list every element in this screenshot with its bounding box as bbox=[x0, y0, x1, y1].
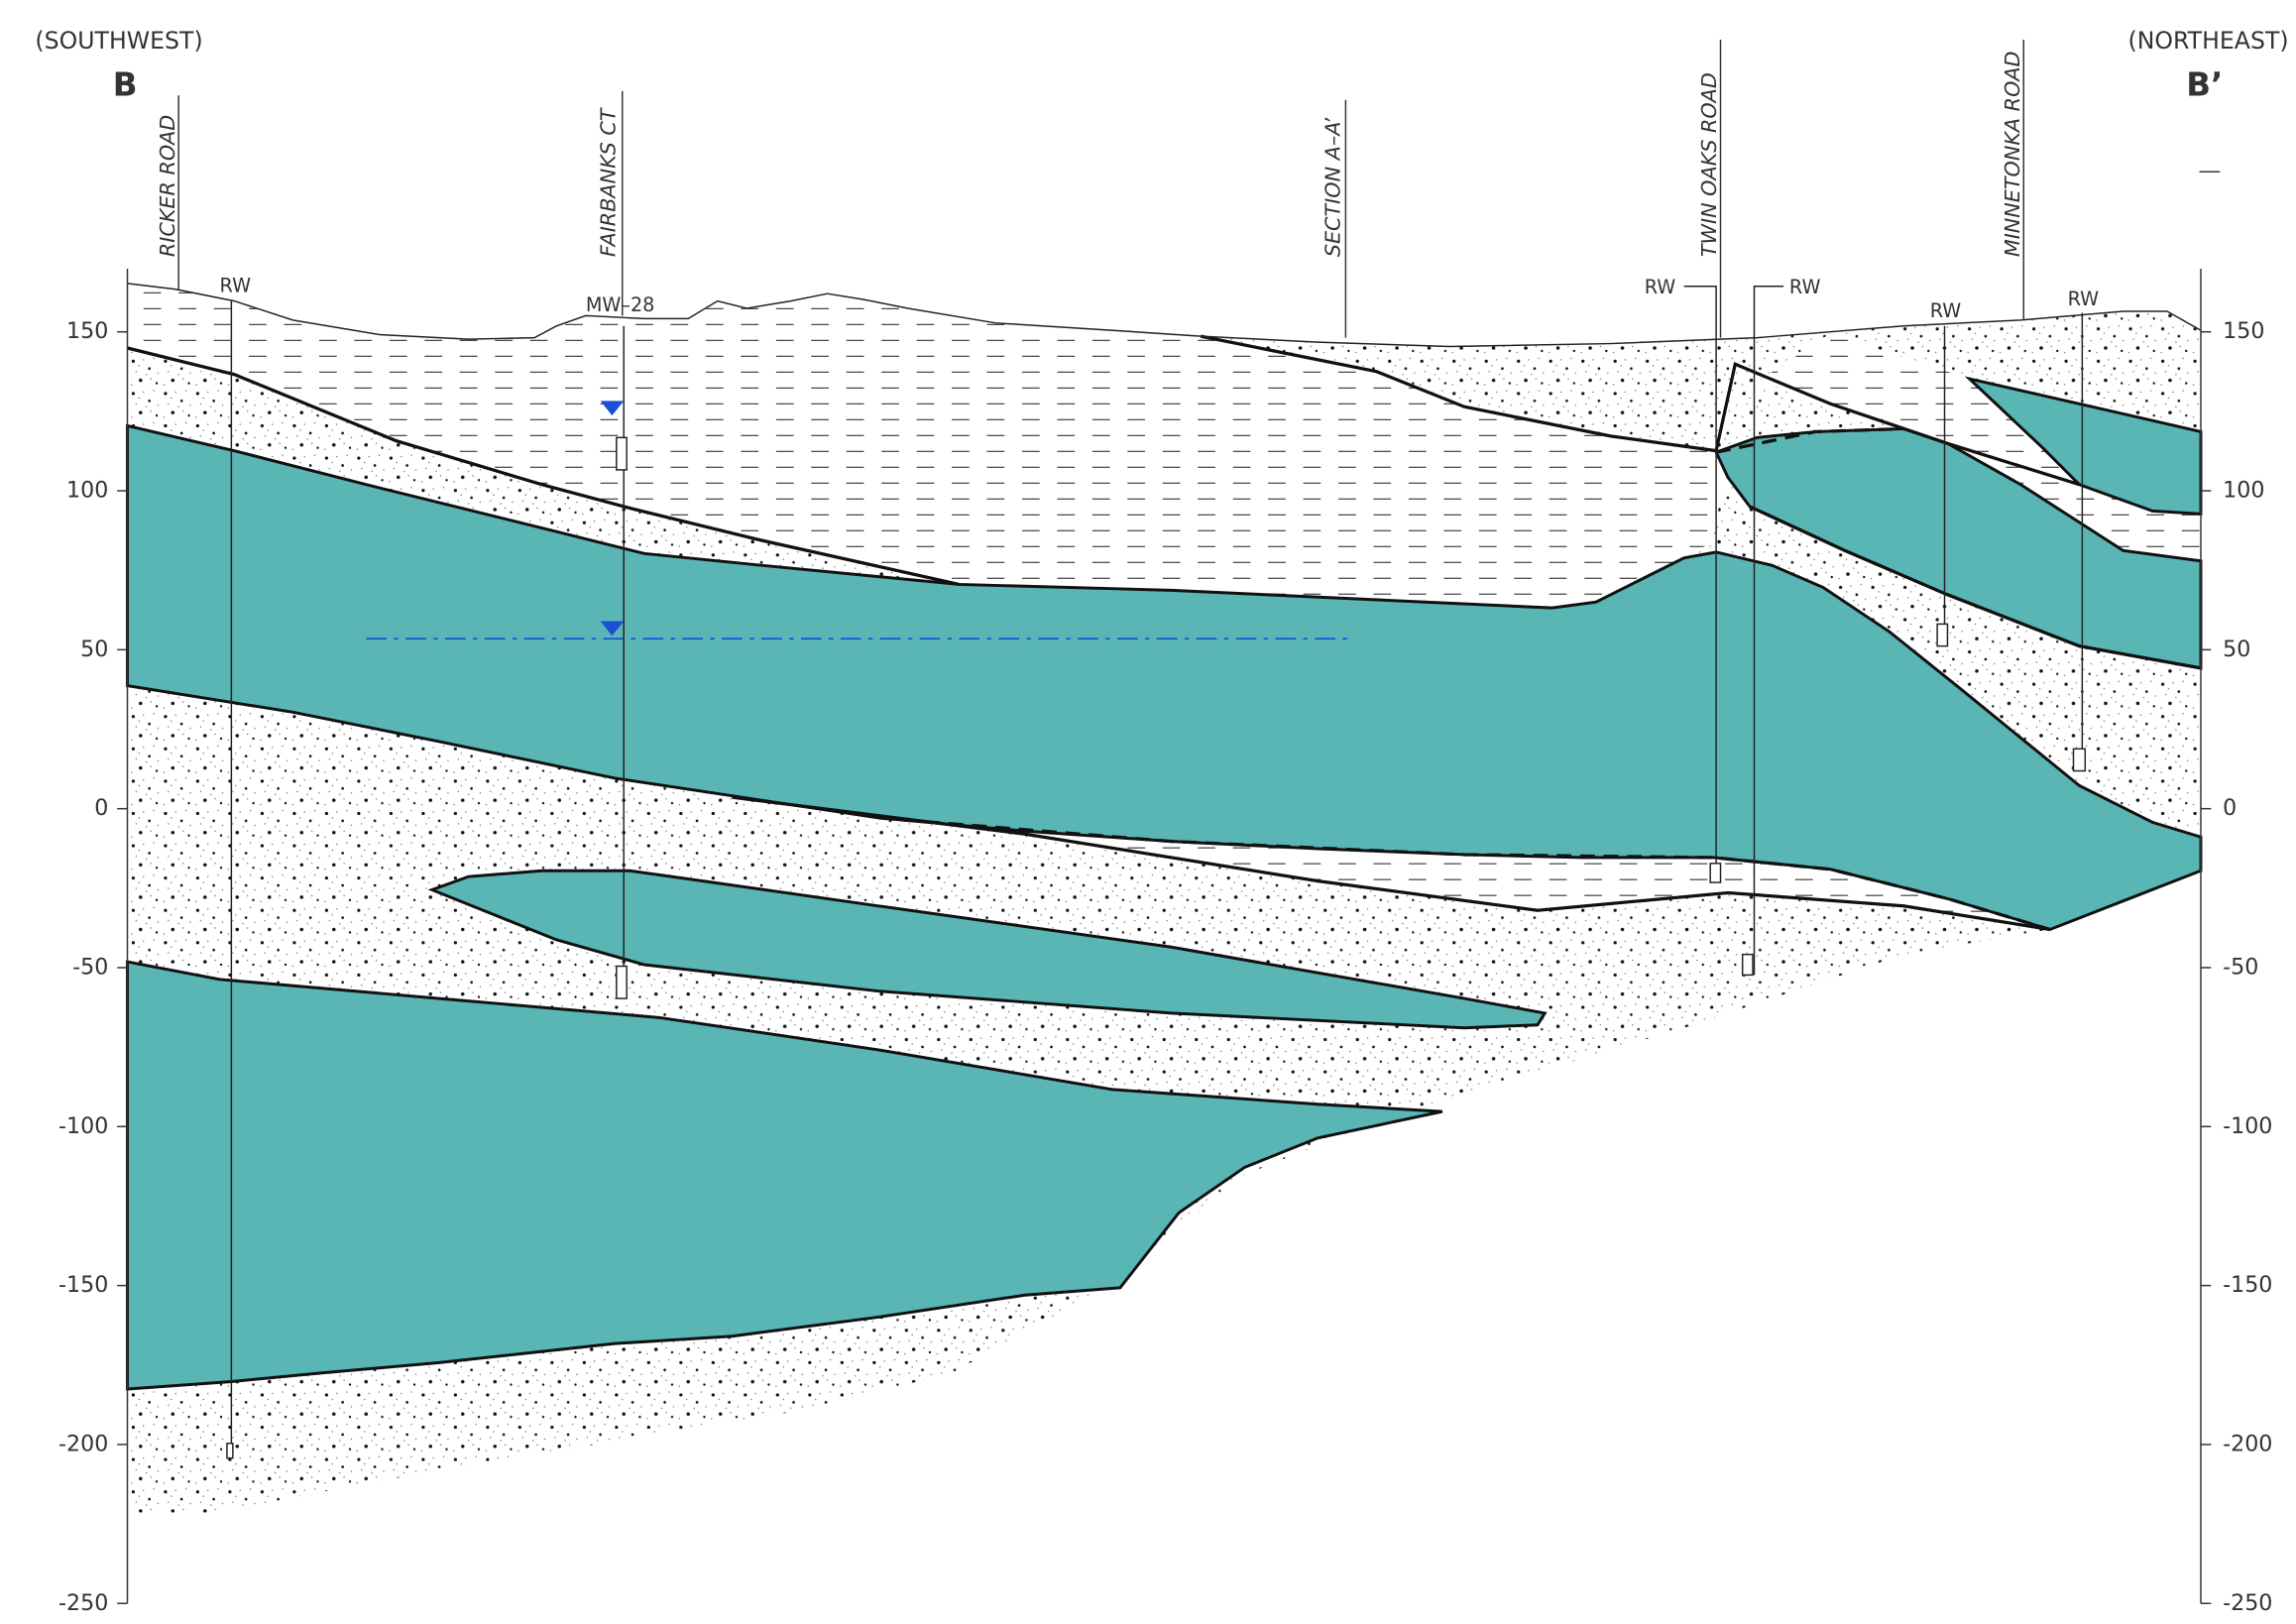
direction-label: (SOUTHWEST) bbox=[35, 27, 202, 55]
wells bbox=[226, 286, 2087, 1459]
tick-label: -50 bbox=[2223, 954, 2258, 980]
tick-label: -50 bbox=[72, 954, 108, 980]
road-label: SECTION A–A’ bbox=[1321, 117, 1345, 257]
tick-label: 0 bbox=[2223, 795, 2237, 821]
clay-layer bbox=[1757, 333, 2201, 561]
road-label: RICKER ROAD bbox=[156, 115, 179, 257]
clay-layer bbox=[127, 283, 1728, 609]
well-label: RW bbox=[220, 275, 252, 297]
tick-label: -100 bbox=[2223, 1113, 2272, 1139]
road-label: FAIRBANKS CT bbox=[596, 107, 620, 257]
road-label: TWIN OAKS ROAD bbox=[1697, 72, 1721, 257]
contact bbox=[127, 346, 960, 587]
clay-lens bbox=[732, 797, 2050, 930]
well-label: MW–28 bbox=[586, 293, 655, 316]
tick-label: -150 bbox=[58, 1272, 108, 1298]
tick-label: -200 bbox=[58, 1431, 108, 1456]
tick-label: 0 bbox=[94, 795, 108, 821]
contact bbox=[732, 795, 2051, 932]
tick-label: -250 bbox=[58, 1590, 108, 1616]
ground-surface bbox=[127, 283, 2202, 348]
road-label: MINNETONKA ROAD bbox=[2001, 51, 2024, 257]
tick-label: -250 bbox=[2223, 1590, 2272, 1616]
well-label: RW bbox=[1645, 276, 1676, 298]
water-level-symbol bbox=[600, 621, 625, 637]
inferred-contact bbox=[1715, 426, 1904, 454]
tick-label: 50 bbox=[80, 637, 108, 662]
direction-label: (NORTHEAST) bbox=[2128, 27, 2289, 55]
tick-label: -200 bbox=[2223, 1431, 2272, 1456]
aquifer bbox=[126, 960, 1443, 1391]
section-end-label: B bbox=[113, 65, 138, 103]
inferred-contact bbox=[878, 816, 2051, 932]
water-level-symbol bbox=[600, 401, 625, 416]
tick-label: 100 bbox=[2223, 478, 2264, 504]
aquifer-lens bbox=[427, 869, 1548, 1030]
roads bbox=[177, 39, 2025, 338]
strata bbox=[126, 283, 2203, 1513]
contact bbox=[1749, 505, 2202, 670]
tick-label: 150 bbox=[2223, 318, 2264, 344]
tick-label: -100 bbox=[58, 1113, 108, 1139]
well-label: RW bbox=[1789, 276, 1821, 298]
tick-label: 50 bbox=[2223, 637, 2250, 662]
aquifer bbox=[1964, 376, 2203, 516]
tick-label: 150 bbox=[66, 318, 108, 344]
tick-label: -150 bbox=[2223, 1272, 2272, 1298]
well-label: RW bbox=[1930, 299, 1962, 322]
well-label: RW bbox=[2068, 288, 2100, 310]
section-end-label: B’ bbox=[2186, 65, 2223, 103]
water-levels bbox=[366, 401, 1355, 640]
tick-label: 100 bbox=[66, 478, 108, 504]
